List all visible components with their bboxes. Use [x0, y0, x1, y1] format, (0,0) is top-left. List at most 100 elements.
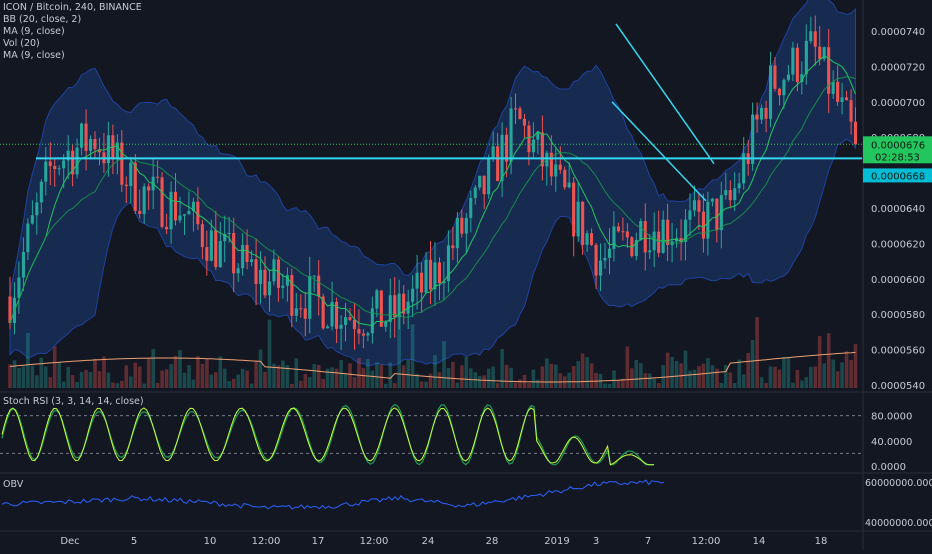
legend: ICON / Bitcoin, 240, BINANCE BB (20, clo…	[3, 2, 142, 62]
volume-bar	[813, 366, 818, 388]
candle-body	[733, 188, 737, 201]
candle-body	[455, 217, 459, 249]
volume-bar	[455, 382, 460, 388]
candle-body	[433, 262, 437, 290]
volume-bar	[531, 369, 536, 388]
candle-body	[773, 65, 777, 89]
candle-body	[97, 149, 101, 153]
volume-bar	[647, 373, 652, 388]
volume-bar	[169, 364, 173, 388]
current-price-label: 0.0000676	[871, 140, 925, 151]
volume-bar	[397, 315, 401, 388]
stoch-rsi-pane	[0, 403, 862, 466]
volume-bar	[442, 341, 446, 388]
volume-bar	[388, 362, 393, 388]
volume-bar	[325, 368, 330, 388]
moving-averages	[9, 55, 856, 327]
volume-bar	[249, 383, 254, 388]
candle-body	[335, 301, 339, 329]
volume-bar	[178, 350, 182, 388]
volume-bar	[652, 378, 656, 388]
volume-bar	[415, 373, 419, 388]
volume-bar	[750, 340, 755, 388]
candle-body	[209, 230, 213, 261]
time-tick-label: 12:00	[252, 536, 281, 547]
volume-bar	[594, 372, 598, 388]
candle-body	[57, 168, 61, 170]
candle-body	[594, 244, 598, 276]
volume-bar	[732, 383, 737, 388]
candle-body	[460, 217, 464, 234]
candle-body	[299, 308, 303, 310]
volume-bar	[97, 371, 102, 388]
candle-body	[420, 272, 424, 293]
time-tick-label: 2019	[544, 536, 569, 547]
volume-bar	[155, 382, 160, 388]
candle-body	[348, 317, 352, 320]
volume-bar	[281, 360, 285, 388]
volume-bar	[665, 352, 670, 388]
candle-body	[809, 31, 813, 41]
volume-bar	[495, 383, 500, 388]
stoch-tick-label: 0.0000	[871, 462, 906, 473]
volume-bar	[79, 371, 84, 388]
candle-body	[48, 161, 52, 166]
candle-body	[795, 47, 799, 83]
volume-bar	[290, 384, 294, 388]
candle-body	[719, 195, 723, 231]
candle-body	[388, 295, 392, 322]
obv-line	[1, 479, 665, 510]
volume-bar	[124, 365, 129, 388]
volume-bar	[545, 358, 549, 388]
candle-body	[129, 162, 133, 187]
candle-body	[138, 210, 142, 214]
volume-bar	[795, 369, 800, 388]
volume-bar	[245, 370, 249, 388]
candle-body	[478, 175, 482, 188]
candle-body	[603, 257, 607, 261]
volume-bar	[384, 383, 388, 388]
candle-body	[415, 272, 419, 289]
candle-body	[549, 152, 553, 177]
candle-body	[384, 321, 388, 327]
volume-bar	[316, 364, 321, 388]
volume-bar	[527, 383, 531, 388]
candle-body	[290, 275, 294, 316]
volume-bar	[469, 368, 473, 388]
candle-body	[80, 123, 84, 148]
price-tick-label: 0.0000600	[871, 275, 925, 286]
candle-body	[527, 125, 531, 153]
volume-bar	[513, 382, 518, 388]
candle-body	[679, 238, 683, 242]
candle-body	[769, 65, 773, 119]
volume-bar	[343, 374, 348, 388]
candle-body	[133, 162, 137, 211]
volume-bar	[777, 369, 782, 388]
candle-body	[120, 142, 124, 185]
volume-ma	[9, 351, 856, 383]
volume-bar	[142, 383, 146, 388]
volume-bar	[129, 376, 133, 388]
candle-body	[634, 240, 638, 257]
volume-bar	[437, 372, 442, 388]
candle-body	[303, 308, 307, 319]
candle-body	[187, 211, 191, 215]
candle-body	[245, 245, 249, 262]
candle-body	[639, 221, 643, 240]
volume-bar	[710, 365, 715, 388]
time-tick-label: 5	[131, 536, 137, 547]
obv-pane	[1, 479, 665, 510]
volume-bar	[406, 359, 410, 388]
volume-bar	[276, 365, 281, 388]
volume-bar	[800, 380, 804, 388]
volume-bar	[451, 362, 455, 388]
volume-bar	[625, 346, 630, 388]
volume-bar	[804, 377, 809, 388]
obv-tick-label: 40000000.0000	[865, 518, 932, 529]
volume-bar	[231, 378, 236, 388]
time-tick-label: 7	[645, 536, 651, 547]
candle-body	[437, 262, 441, 284]
volume-bar	[299, 380, 303, 388]
